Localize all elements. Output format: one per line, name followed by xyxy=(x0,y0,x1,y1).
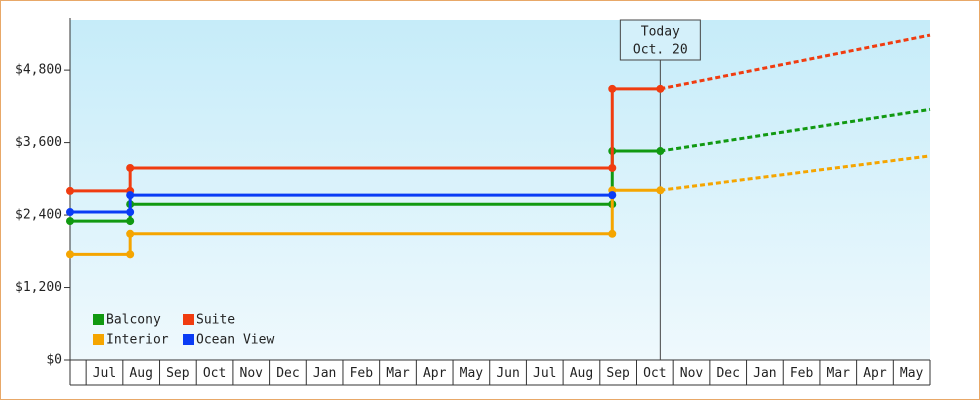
legend-label: Ocean View xyxy=(196,333,274,348)
x-tick-label: Dec xyxy=(716,366,739,381)
point xyxy=(66,250,74,259)
x-tick-label: Apr xyxy=(423,366,447,381)
x-tick-label: May xyxy=(460,366,484,381)
point xyxy=(126,208,135,217)
y-tick-label: $0 xyxy=(46,353,62,368)
point xyxy=(66,208,74,217)
point xyxy=(656,186,665,195)
x-tick-label: Aug xyxy=(129,366,152,381)
y-tick-label: $2,400 xyxy=(15,208,62,223)
point xyxy=(126,217,135,226)
y-tick-label: $3,600 xyxy=(15,135,62,150)
point xyxy=(608,229,617,238)
x-tick-label: Oct xyxy=(643,366,666,381)
today-box xyxy=(619,19,701,61)
legend-label: Interior xyxy=(106,333,169,348)
point xyxy=(126,191,135,200)
point xyxy=(656,84,665,93)
x-tick-label: Apr xyxy=(863,366,887,381)
x-tick-label: Mar xyxy=(386,366,410,381)
point xyxy=(608,191,617,200)
x-tick-label: Nov xyxy=(240,366,264,381)
legend-label: Balcony xyxy=(106,313,161,328)
series-line xyxy=(70,149,661,223)
today-label: Oct. 20 xyxy=(633,43,688,58)
x-tick-label: Oct xyxy=(203,366,226,381)
x-tick-label: Jul xyxy=(93,366,116,381)
x-tick-label: Sep xyxy=(606,366,630,381)
legend-swatch xyxy=(93,334,104,345)
x-tick-label: Dec xyxy=(276,366,299,381)
x-tick-label: Jan xyxy=(313,366,336,381)
legend-label: Suite xyxy=(196,313,235,328)
x-tick-label: Jun xyxy=(496,366,519,381)
x-tick-label: Aug xyxy=(570,366,593,381)
projection-line xyxy=(660,154,931,192)
projection-line xyxy=(660,33,931,91)
point xyxy=(656,147,665,156)
series-line xyxy=(70,87,661,193)
today-label: Today xyxy=(641,25,680,40)
x-tick-label: Feb xyxy=(350,366,374,381)
point xyxy=(126,229,135,238)
x-tick-label: Jan xyxy=(753,366,776,381)
point xyxy=(66,186,74,195)
legend-swatch xyxy=(183,334,194,345)
plot-area xyxy=(70,20,930,360)
x-tick-label: May xyxy=(900,366,924,381)
point xyxy=(126,250,135,259)
x-tick-label: Feb xyxy=(790,366,814,381)
projection-line xyxy=(660,107,931,153)
point xyxy=(608,163,617,172)
series-line xyxy=(70,193,613,214)
y-tick-label: $1,200 xyxy=(15,280,62,295)
legend-swatch xyxy=(93,314,104,325)
x-tick-label: Jul xyxy=(533,366,556,381)
legend-swatch xyxy=(183,314,194,325)
point xyxy=(126,163,135,172)
series-line xyxy=(70,188,661,256)
x-tick-label: Mar xyxy=(827,366,851,381)
point xyxy=(66,217,74,226)
point xyxy=(608,84,617,93)
x-tick-label: Nov xyxy=(680,366,704,381)
y-tick-label: $4,800 xyxy=(15,63,62,78)
x-tick-label: Sep xyxy=(166,366,190,381)
